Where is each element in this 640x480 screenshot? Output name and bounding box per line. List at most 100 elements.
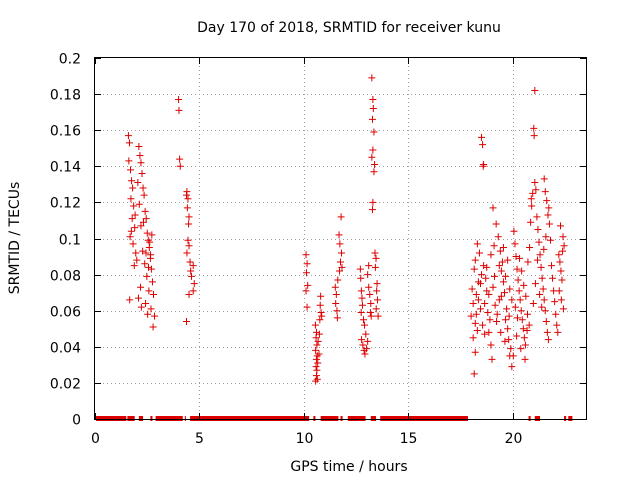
data-point: [130, 202, 138, 210]
data-point: [144, 236, 152, 244]
data-point: [535, 238, 543, 246]
data-point: [527, 195, 535, 203]
data-point: [493, 318, 501, 326]
data-point: [468, 285, 476, 293]
data-point: [363, 345, 371, 353]
data-point: [316, 316, 324, 324]
data-point: [338, 249, 346, 257]
data-point: [184, 236, 192, 244]
data-point: [484, 309, 492, 317]
data-layer: [96, 74, 573, 421]
data-point: [124, 132, 132, 140]
y-tick-label: 0.14: [50, 160, 81, 176]
data-point: [302, 269, 310, 277]
data-point: [542, 233, 550, 241]
data-point: [337, 258, 344, 266]
data-point: [357, 274, 365, 282]
data-point: [483, 263, 491, 271]
data-point: [150, 290, 158, 298]
data-point: [516, 254, 524, 262]
data-point: [545, 220, 553, 228]
data-point: [536, 290, 544, 298]
data-point: [488, 355, 496, 363]
data-point: [537, 263, 545, 271]
data-point: [125, 139, 133, 147]
y-tick-label: 0.1: [59, 233, 81, 249]
data-point: [369, 146, 377, 154]
data-point: [479, 162, 487, 170]
data-point: [558, 276, 566, 284]
data-point: [557, 296, 565, 304]
data-point: [539, 285, 547, 293]
data-point: [548, 262, 556, 270]
data-point: [304, 281, 312, 289]
data-point: [559, 247, 567, 255]
data-point: [126, 296, 134, 304]
data-point: [368, 153, 376, 161]
data-point: [531, 280, 539, 288]
data-point: [499, 278, 507, 286]
data-point: [359, 341, 367, 349]
data-point: [366, 290, 374, 298]
data-point: [479, 141, 487, 149]
data-point: [515, 287, 523, 295]
data-point: [533, 213, 541, 221]
data-point: [476, 305, 484, 313]
data-point: [315, 350, 323, 358]
data-point: [544, 211, 552, 219]
data-point: [139, 247, 147, 255]
data-point: [504, 256, 512, 264]
data-point: [556, 258, 564, 266]
data-point: [187, 267, 195, 275]
data-point: [137, 222, 145, 230]
data-point: [554, 328, 562, 336]
data-point: [536, 251, 544, 259]
data-point: [311, 321, 319, 329]
data-point: [312, 334, 320, 342]
data-point: [359, 316, 367, 324]
y-tick-label: 0.08: [50, 269, 81, 285]
data-point: [543, 328, 551, 336]
data-point: [470, 265, 478, 273]
data-point: [129, 184, 137, 192]
data-point: [525, 321, 533, 329]
data-point: [511, 240, 519, 248]
data-point: [530, 132, 538, 140]
data-point: [521, 341, 529, 349]
data-point: [127, 227, 135, 235]
data-point: [316, 301, 324, 309]
x-tick-label: 5: [195, 431, 204, 447]
data-point: [135, 142, 143, 150]
data-point: [472, 310, 480, 318]
data-point: [469, 334, 477, 342]
tick-layer: 0 0.02 0.04 0.06 0.08 0.1 0.12 0.14 0.16 0.18 0.2 0…: [50, 52, 586, 447]
data-point: [528, 202, 536, 210]
data-point: [369, 96, 377, 104]
data-point: [183, 191, 191, 199]
x-tick-label: 10: [296, 431, 314, 447]
data-point: [143, 272, 151, 280]
y-axis-label: SRMTID / TECUs: [7, 182, 23, 295]
data-point: [522, 292, 530, 300]
data-point: [469, 299, 477, 307]
data-point: [520, 281, 528, 289]
data-point: [374, 312, 382, 320]
data-point: [175, 106, 183, 114]
data-point: [368, 206, 376, 214]
data-point: [313, 341, 321, 349]
data-point: [526, 244, 534, 252]
data-point: [362, 330, 370, 338]
data-point: [538, 303, 546, 311]
data-point: [502, 316, 510, 324]
data-point: [370, 168, 378, 176]
data-point: [529, 189, 537, 197]
data-point: [140, 191, 148, 199]
data-point: [361, 321, 369, 329]
data-point: [312, 363, 320, 371]
data-point: [489, 204, 497, 212]
data-point: [534, 225, 542, 233]
data-point: [314, 337, 322, 345]
data-point: [479, 321, 487, 329]
data-point: [148, 231, 156, 239]
data-point: [185, 220, 193, 228]
